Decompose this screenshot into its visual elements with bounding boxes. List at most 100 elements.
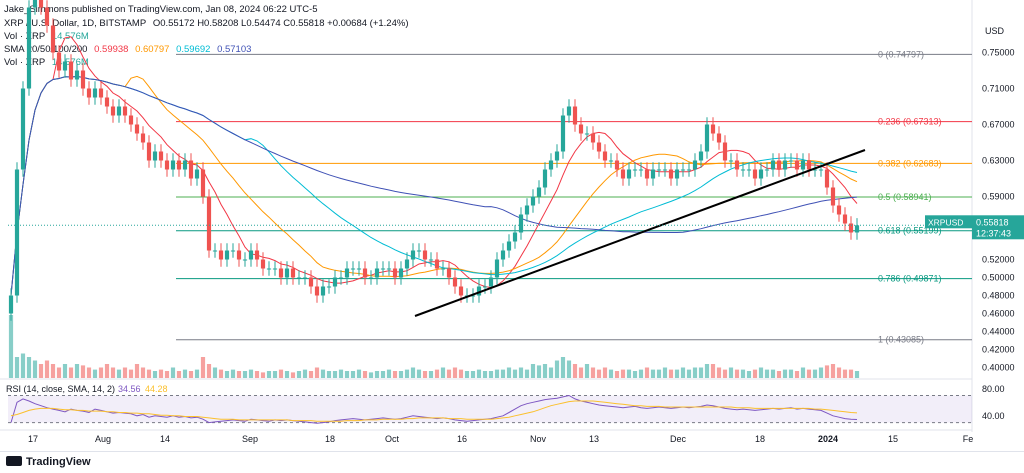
candle-body <box>746 169 752 171</box>
volume-bar <box>560 357 566 378</box>
symbol-header: XRP / U.S. Dollar, 1D, BITSTAMP O0.55172… <box>4 18 412 29</box>
volume-bar <box>128 369 134 378</box>
volume-bar <box>854 371 860 378</box>
candle-body <box>200 169 206 197</box>
candle-body <box>770 160 776 170</box>
candle-body <box>698 151 704 161</box>
ohlc-values: O0.55172 H0.58208 L0.54474 C0.55818 +0.0… <box>152 18 409 29</box>
volume-bar <box>368 372 374 378</box>
price-tag-value: 0.55818 <box>976 217 1009 227</box>
fib-level-label: 0.618 (0.55199) <box>878 226 942 236</box>
currency-label: USD <box>985 26 1005 36</box>
candle-body <box>452 277 458 287</box>
volume-bar <box>590 367 596 378</box>
volume-bar <box>434 369 440 378</box>
volume-bar <box>302 369 308 378</box>
sma100-line <box>10 75 858 296</box>
candle-body <box>584 133 590 135</box>
candle-body <box>284 268 290 278</box>
volume-bar <box>536 365 542 378</box>
candle-body <box>830 187 836 206</box>
volume-bar <box>134 364 140 378</box>
price-tick-label: 0.40000 <box>982 363 1015 373</box>
candle-body <box>602 151 608 161</box>
sma20-value: 0.59938 <box>94 44 129 55</box>
candle-body <box>428 259 434 261</box>
volume-bar <box>566 360 572 378</box>
candle-body <box>710 124 716 134</box>
candle-body <box>842 214 848 224</box>
volume-bar <box>806 369 812 378</box>
time-tick-label: Aug <box>95 434 111 444</box>
symbol-tag: XRPUSD <box>928 217 963 227</box>
volume-bar <box>680 367 686 378</box>
volume-bar <box>260 372 266 378</box>
volume-bar <box>452 367 458 378</box>
sma200-value: 0.57103 <box>217 44 252 55</box>
fib-level-label: 0.236 (0.67313) <box>878 117 942 127</box>
candle-body <box>494 259 500 278</box>
volume-bar <box>584 364 590 378</box>
candle-body <box>806 160 812 170</box>
candle-body <box>254 250 260 260</box>
candle-body <box>812 169 818 171</box>
candle-body <box>506 241 512 251</box>
candle-body <box>122 106 128 116</box>
rsi-tick-label: 80.00 <box>982 384 1005 394</box>
candle-body <box>416 250 422 252</box>
candle-body <box>560 115 566 152</box>
candle-body <box>212 250 218 252</box>
time-tick-label: Oct <box>385 434 400 444</box>
symbol-title[interactable]: XRP / U.S. Dollar, 1D, BITSTAMP <box>4 18 147 29</box>
volume-bar <box>734 369 740 378</box>
time-tick-label: Dec <box>670 434 687 444</box>
candle-body <box>392 268 398 278</box>
candle-body <box>8 295 14 314</box>
volume-bar <box>740 369 746 378</box>
candle-body <box>224 250 230 260</box>
volume-bar <box>326 371 332 378</box>
sma-legend[interactable]: SMA 20/50/100/200 0.59938 0.60797 0.5969… <box>4 44 255 55</box>
sma50-value: 0.60797 <box>135 44 170 55</box>
candle-body <box>314 286 320 296</box>
candle-body <box>158 151 164 161</box>
candle-body <box>530 196 536 206</box>
candle-body <box>824 169 830 188</box>
volume-bar <box>338 369 344 378</box>
volume-bar <box>668 369 674 378</box>
candle-body <box>758 169 764 179</box>
price-tag-countdown: 12:37:43 <box>976 228 1011 238</box>
fib-level-label: 0.5 (0.58941) <box>878 192 932 202</box>
candle-body <box>272 268 278 270</box>
time-tick-label: Sep <box>242 434 258 444</box>
candle-body <box>206 196 212 251</box>
footer-bar: TradingView <box>0 451 1024 473</box>
candle-body <box>140 133 146 143</box>
candle-body <box>146 142 152 161</box>
price-tick-label: 0.67000 <box>982 120 1015 130</box>
volume-bar <box>638 369 644 378</box>
candle-body <box>590 133 596 143</box>
sma20-line <box>10 36 858 296</box>
volume-bar <box>482 371 488 378</box>
price-tick-label: 0.48000 <box>982 291 1015 301</box>
candle-body <box>50 25 56 53</box>
candle-body <box>92 88 98 98</box>
price-chart[interactable]: USD 0.75000 0.71000 0.67000 0.63000 0.59000 0.… <box>0 0 1024 451</box>
candle-body <box>740 169 746 171</box>
volume-bar <box>632 371 638 378</box>
volume-bar <box>440 367 446 378</box>
sma-label: SMA 20/50/100/200 <box>4 44 88 55</box>
volume-bar <box>26 357 32 378</box>
tradingview-logo-icon <box>6 456 22 466</box>
volume-bar <box>722 369 728 378</box>
candle-body <box>344 268 350 278</box>
volume-bar <box>374 371 380 378</box>
volume-bar <box>644 367 650 378</box>
volume-bar <box>146 369 152 378</box>
candle-body <box>128 115 134 125</box>
tradingview-logo[interactable]: TradingView <box>6 456 91 468</box>
time-tick-label: 17 <box>28 434 38 444</box>
volume-bar <box>674 369 680 378</box>
volume-bar <box>464 371 470 378</box>
